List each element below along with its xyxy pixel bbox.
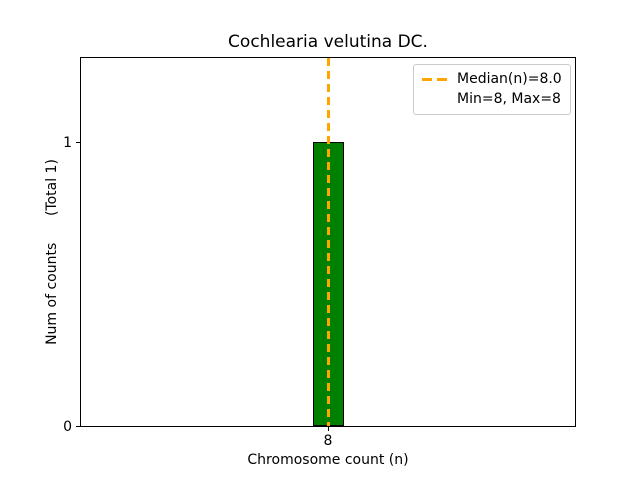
ytick-mark-1 (76, 142, 80, 143)
legend-entry-median: Median(n)=8.0 (422, 69, 562, 89)
legend: Median(n)=8.0 Min=8, Max=8 (413, 64, 571, 115)
legend-label-median: Median(n)=8.0 (457, 71, 562, 87)
plot-area: Median(n)=8.0 Min=8, Max=8 (80, 57, 576, 427)
ytick-mark-0 (76, 426, 80, 427)
ytick-label-1: 1 (63, 135, 72, 151)
x-axis-label: Chromosome count (n) (247, 452, 409, 468)
chart-title: Cochlearia velutina DC. (228, 32, 428, 52)
xtick-label-8: 8 (323, 433, 333, 449)
dashed-line-icon (422, 77, 447, 81)
legend-label-minmax: Min=8, Max=8 (457, 91, 561, 107)
legend-entry-minmax: Min=8, Max=8 (422, 89, 562, 109)
xtick-mark-8 (328, 427, 329, 431)
median-dashed-line (327, 58, 330, 426)
ytick-label-0: 0 (63, 419, 72, 435)
y-axis-label: Num of counts (Total 1) (44, 159, 60, 345)
